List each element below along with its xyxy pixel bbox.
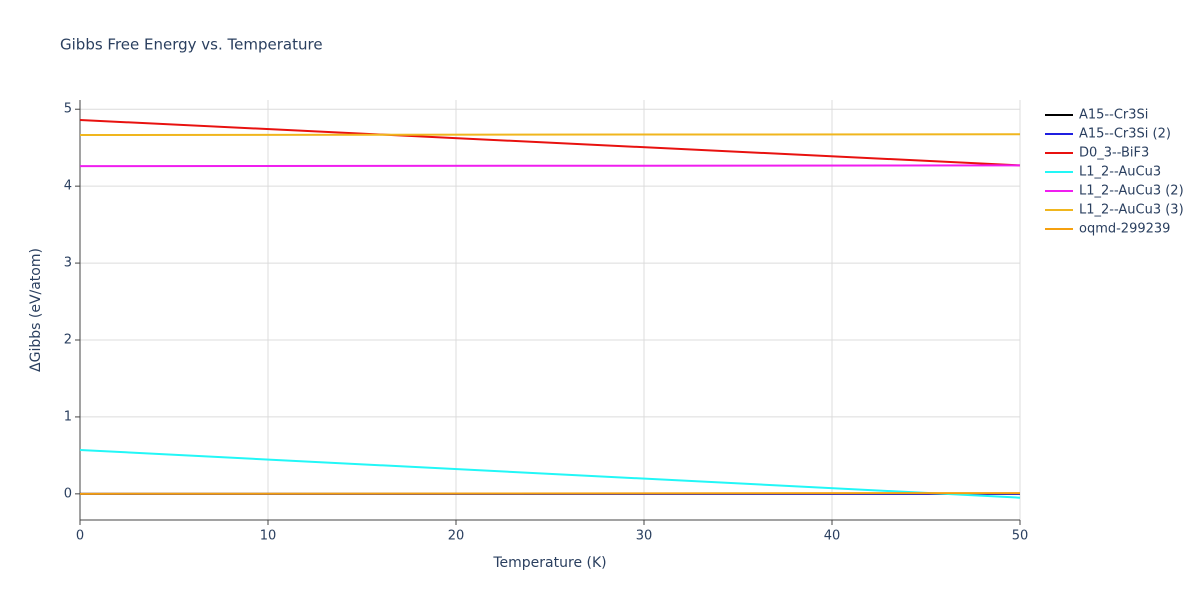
x-axis-title: Temperature (K) — [492, 555, 606, 571]
x-tick-label: 50 — [1012, 529, 1029, 544]
legend-label: D0_3--BiF3 — [1079, 146, 1149, 161]
y-axis-title: ΔGibbs (eV/atom) — [28, 248, 44, 372]
y-tick-label: 1 — [64, 409, 72, 424]
y-tick-label: 2 — [64, 333, 72, 348]
y-tick-label: 0 — [64, 486, 72, 501]
y-tick-label: 4 — [64, 179, 72, 194]
legend-label: A15--Cr3Si — [1079, 108, 1148, 123]
y-tick-label: 5 — [64, 102, 72, 117]
legend-label: oqmd-299239 — [1079, 222, 1170, 237]
legend-label: L1_2--AuCu3 (2) — [1079, 184, 1184, 199]
legend-label: L1_2--AuCu3 — [1079, 165, 1161, 180]
y-tick-label: 3 — [64, 256, 72, 271]
series-line — [79, 133, 1021, 136]
legend-label: L1_2--AuCu3 (3) — [1079, 203, 1184, 218]
chart-title: Gibbs Free Energy vs. Temperature — [60, 36, 323, 54]
series-line — [79, 449, 1021, 499]
x-tick-label: 20 — [448, 529, 465, 544]
x-tick-label: 30 — [636, 529, 653, 544]
series-line — [79, 492, 1021, 495]
legend-label: A15--Cr3Si (2) — [1079, 127, 1171, 142]
series-line — [79, 119, 1021, 167]
series-line — [79, 164, 1021, 168]
x-tick-label: 40 — [824, 529, 841, 544]
x-tick-label: 10 — [260, 529, 277, 544]
x-tick-label: 0 — [76, 529, 84, 544]
